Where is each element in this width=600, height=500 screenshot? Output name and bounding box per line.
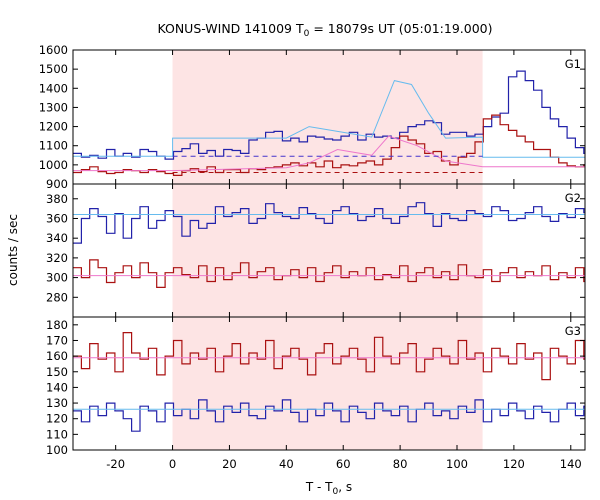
panel-plot-g1 xyxy=(73,70,585,176)
y-tick-label: 1000 xyxy=(39,158,68,172)
x-tick-label: 140 xyxy=(560,457,582,471)
plot-area: 9001000110012001300140015001600G12803003… xyxy=(39,43,586,471)
y-tick-label: 1300 xyxy=(39,100,68,114)
x-tick-label: 0 xyxy=(169,457,176,471)
panel-label-g1: G1 xyxy=(565,57,581,71)
y-axis-label: counts / sec xyxy=(6,214,20,286)
fit-g1-1 xyxy=(73,135,585,172)
y-tick-label: 1400 xyxy=(39,81,68,95)
y-tick-label: 900 xyxy=(46,177,68,191)
x-tick-label: -20 xyxy=(106,457,125,471)
panel-frame-g3 xyxy=(72,316,586,451)
panel-plot-g2 xyxy=(73,202,585,288)
y-tick-label: 180 xyxy=(46,318,68,332)
y-tick-label: 320 xyxy=(46,251,68,265)
y-tick-label: 380 xyxy=(46,192,68,206)
y-tick-label: 160 xyxy=(46,349,68,363)
series-g1-blue xyxy=(73,70,585,160)
y-tick-label: 120 xyxy=(46,412,68,426)
panel-g2: 280 300 320 340 360 380 G2 xyxy=(46,183,586,318)
y-tick-label: 140 xyxy=(46,380,68,394)
x-tick-label: 100 xyxy=(446,457,468,471)
series-g2-red xyxy=(73,259,585,288)
fit-g1-0 xyxy=(73,80,585,158)
y-tick-label: 110 xyxy=(46,427,68,441)
y-tick-label: 1600 xyxy=(39,43,68,57)
x-tick-label: 120 xyxy=(503,457,525,471)
panel-plot-g3 xyxy=(73,332,585,432)
panel-label-g3: G3 xyxy=(565,324,581,338)
highlight-interval xyxy=(172,50,483,450)
series-g3-red xyxy=(73,332,585,381)
y-tick-label: 170 xyxy=(46,333,68,347)
x-tick-label: 40 xyxy=(279,457,294,471)
x-tick-label: 20 xyxy=(222,457,237,471)
y-tick-label: 1100 xyxy=(39,139,68,153)
x-axis-label: T - T0, s xyxy=(305,480,352,497)
y-tick-label: 150 xyxy=(46,365,68,379)
x-tick-label: 80 xyxy=(393,457,408,471)
y-tick-label: 280 xyxy=(46,290,68,304)
y-tick-label: 340 xyxy=(46,231,68,245)
y-tick-label: 100 xyxy=(46,443,68,457)
y-tick-label: 300 xyxy=(46,271,68,285)
x-tick-label: 60 xyxy=(336,457,351,471)
y-tick-label: 130 xyxy=(46,396,68,410)
y-tick-label: 1200 xyxy=(39,120,68,134)
y-tick-label: 1500 xyxy=(39,62,68,76)
chart-title: KONUS-WIND 141009 T0 = 18079s UT (05:01:… xyxy=(157,21,492,39)
panel-label-g2: G2 xyxy=(565,191,581,205)
y-tick-label: 360 xyxy=(46,211,68,225)
